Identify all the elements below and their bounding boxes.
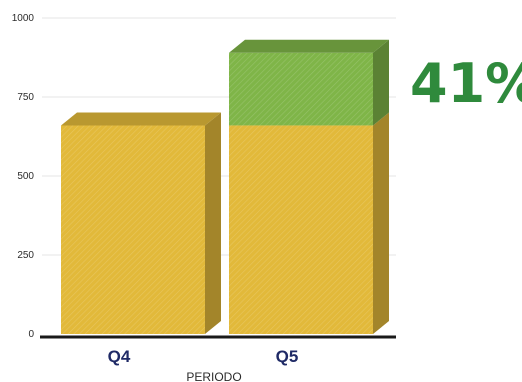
bar-side-face [373,112,389,334]
bar-texture [229,52,373,126]
x-tick-label: Q4 [108,347,131,366]
y-tick-label: 250 [17,250,34,261]
y-tick-label: 750 [17,92,34,103]
y-tick-label: 500 [17,171,34,182]
bar-texture [61,125,205,334]
x-tick-label: Q5 [276,347,299,366]
bar-texture [229,125,373,334]
y-tick-label: 0 [28,329,34,340]
x-axis-label: PERIODO [186,370,241,382]
x-axis-categories: Q4 Q5 [108,347,299,366]
y-axis-ticks: 0 250 500 750 1000 [12,13,35,340]
y-tick-label: 1000 [12,13,35,24]
bar-top-face [61,112,221,126]
bar-top-face [229,39,389,53]
bars [61,39,389,334]
bar-side-face [373,39,389,126]
bar-side-face [205,112,221,334]
percent-annotation: 41% [410,52,522,115]
